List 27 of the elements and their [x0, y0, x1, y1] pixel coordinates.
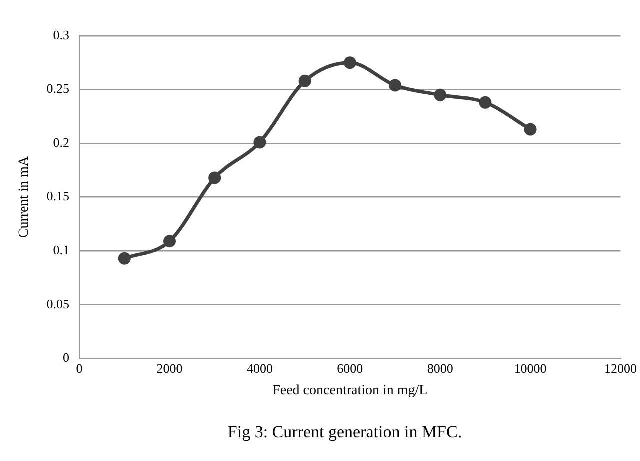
point	[164, 235, 176, 248]
y-tick-label: 0	[63, 350, 70, 366]
y-tick-label: 0.1	[53, 242, 70, 258]
point	[434, 88, 447, 102]
y-tick-label: 0.05	[46, 296, 70, 312]
x-tick-label: 8000	[427, 360, 454, 376]
y-axis-title: Current in mA	[17, 156, 32, 238]
point	[524, 123, 537, 136]
point	[254, 136, 266, 149]
point	[118, 252, 131, 265]
x-tick-label: 2000	[156, 360, 183, 376]
x-axis-title: Feed concentration in mg/L	[272, 383, 428, 398]
y-tick-label: 0.3	[53, 27, 70, 42]
y-tick-label: 0.25	[46, 81, 70, 96]
caption: Fig 3: Current generation in MFC.	[228, 422, 462, 442]
y-tick-label: 0.15	[46, 188, 70, 204]
x-tick-label: 0	[76, 360, 83, 376]
point	[344, 56, 356, 70]
x-tick-label: 12000	[604, 360, 637, 376]
point	[479, 96, 492, 109]
point	[208, 172, 222, 184]
y-tick-label: 0.2	[53, 134, 70, 150]
x-tick-label: 4000	[246, 360, 273, 376]
point	[389, 79, 402, 92]
point	[298, 74, 312, 88]
x-tick-label: 10000	[514, 360, 547, 376]
x-tick-label: 6000	[337, 360, 364, 376]
